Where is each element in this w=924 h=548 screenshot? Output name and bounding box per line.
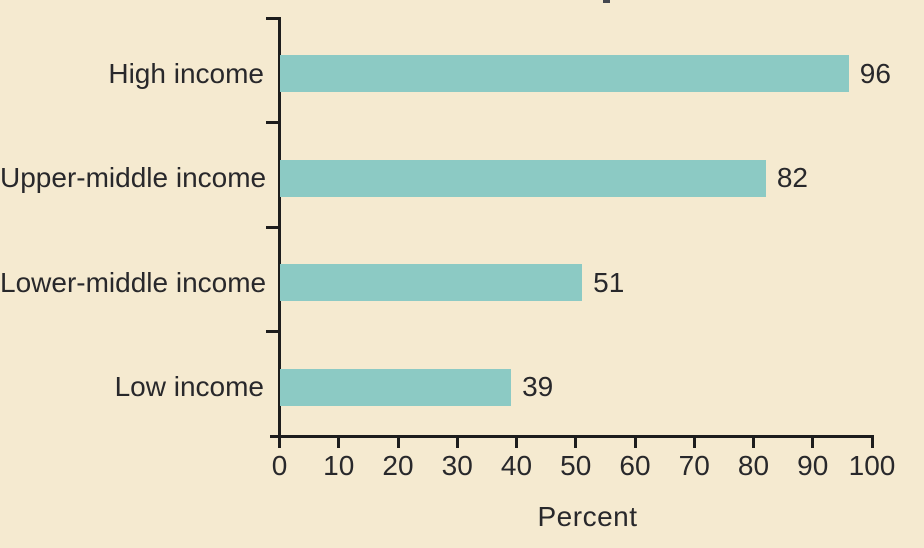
x-axis-tick-label: 100 [848, 450, 896, 481]
x-axis-tick [396, 436, 400, 448]
x-axis-tick-label: 90 [797, 450, 829, 481]
bar [280, 159, 766, 197]
x-axis-tick [574, 436, 578, 448]
value-label: 39 [522, 371, 554, 403]
category-label: Lower-middle income [0, 266, 267, 298]
y-axis-tick [266, 225, 280, 229]
value-label: 51 [593, 266, 625, 298]
x-axis-tick-label: 70 [678, 450, 710, 481]
category-label: Low income [114, 371, 264, 403]
bar [280, 264, 583, 302]
x-axis-tick [752, 436, 755, 448]
x-axis-tick [811, 436, 815, 448]
x-axis-tick [278, 436, 281, 448]
x-axis-tick [337, 436, 341, 448]
cropped-title-fragment [603, 0, 610, 3]
y-axis-line [278, 17, 281, 448]
x-axis-tick-label: 80 [737, 450, 770, 481]
x-axis-tick [692, 436, 696, 448]
category-label: Upper-middle income [0, 162, 267, 194]
x-axis-tick [515, 436, 518, 448]
x-axis-line [270, 434, 874, 438]
x-axis-tick-label: 0 [271, 450, 288, 481]
x-axis-tick-label: 30 [441, 450, 473, 481]
y-axis-tick [266, 16, 280, 20]
x-axis-tick-label: 50 [560, 450, 592, 481]
x-axis-tick-label: 10 [323, 450, 355, 481]
x-axis-tick [633, 436, 637, 448]
x-axis-tick [455, 436, 459, 448]
y-axis-tick [266, 330, 280, 333]
y-axis-tick [266, 121, 280, 124]
value-label: 96 [859, 57, 891, 89]
bar [280, 55, 849, 93]
x-axis-title: Percent [537, 501, 638, 532]
x-axis-tick-label: 40 [500, 450, 533, 481]
x-axis-tick-label: 20 [382, 450, 414, 481]
bar [280, 368, 512, 406]
x-axis-tick-label: 60 [619, 450, 651, 481]
category-label: High income [108, 57, 264, 89]
value-label: 82 [776, 162, 808, 194]
x-axis-tick [870, 436, 874, 448]
